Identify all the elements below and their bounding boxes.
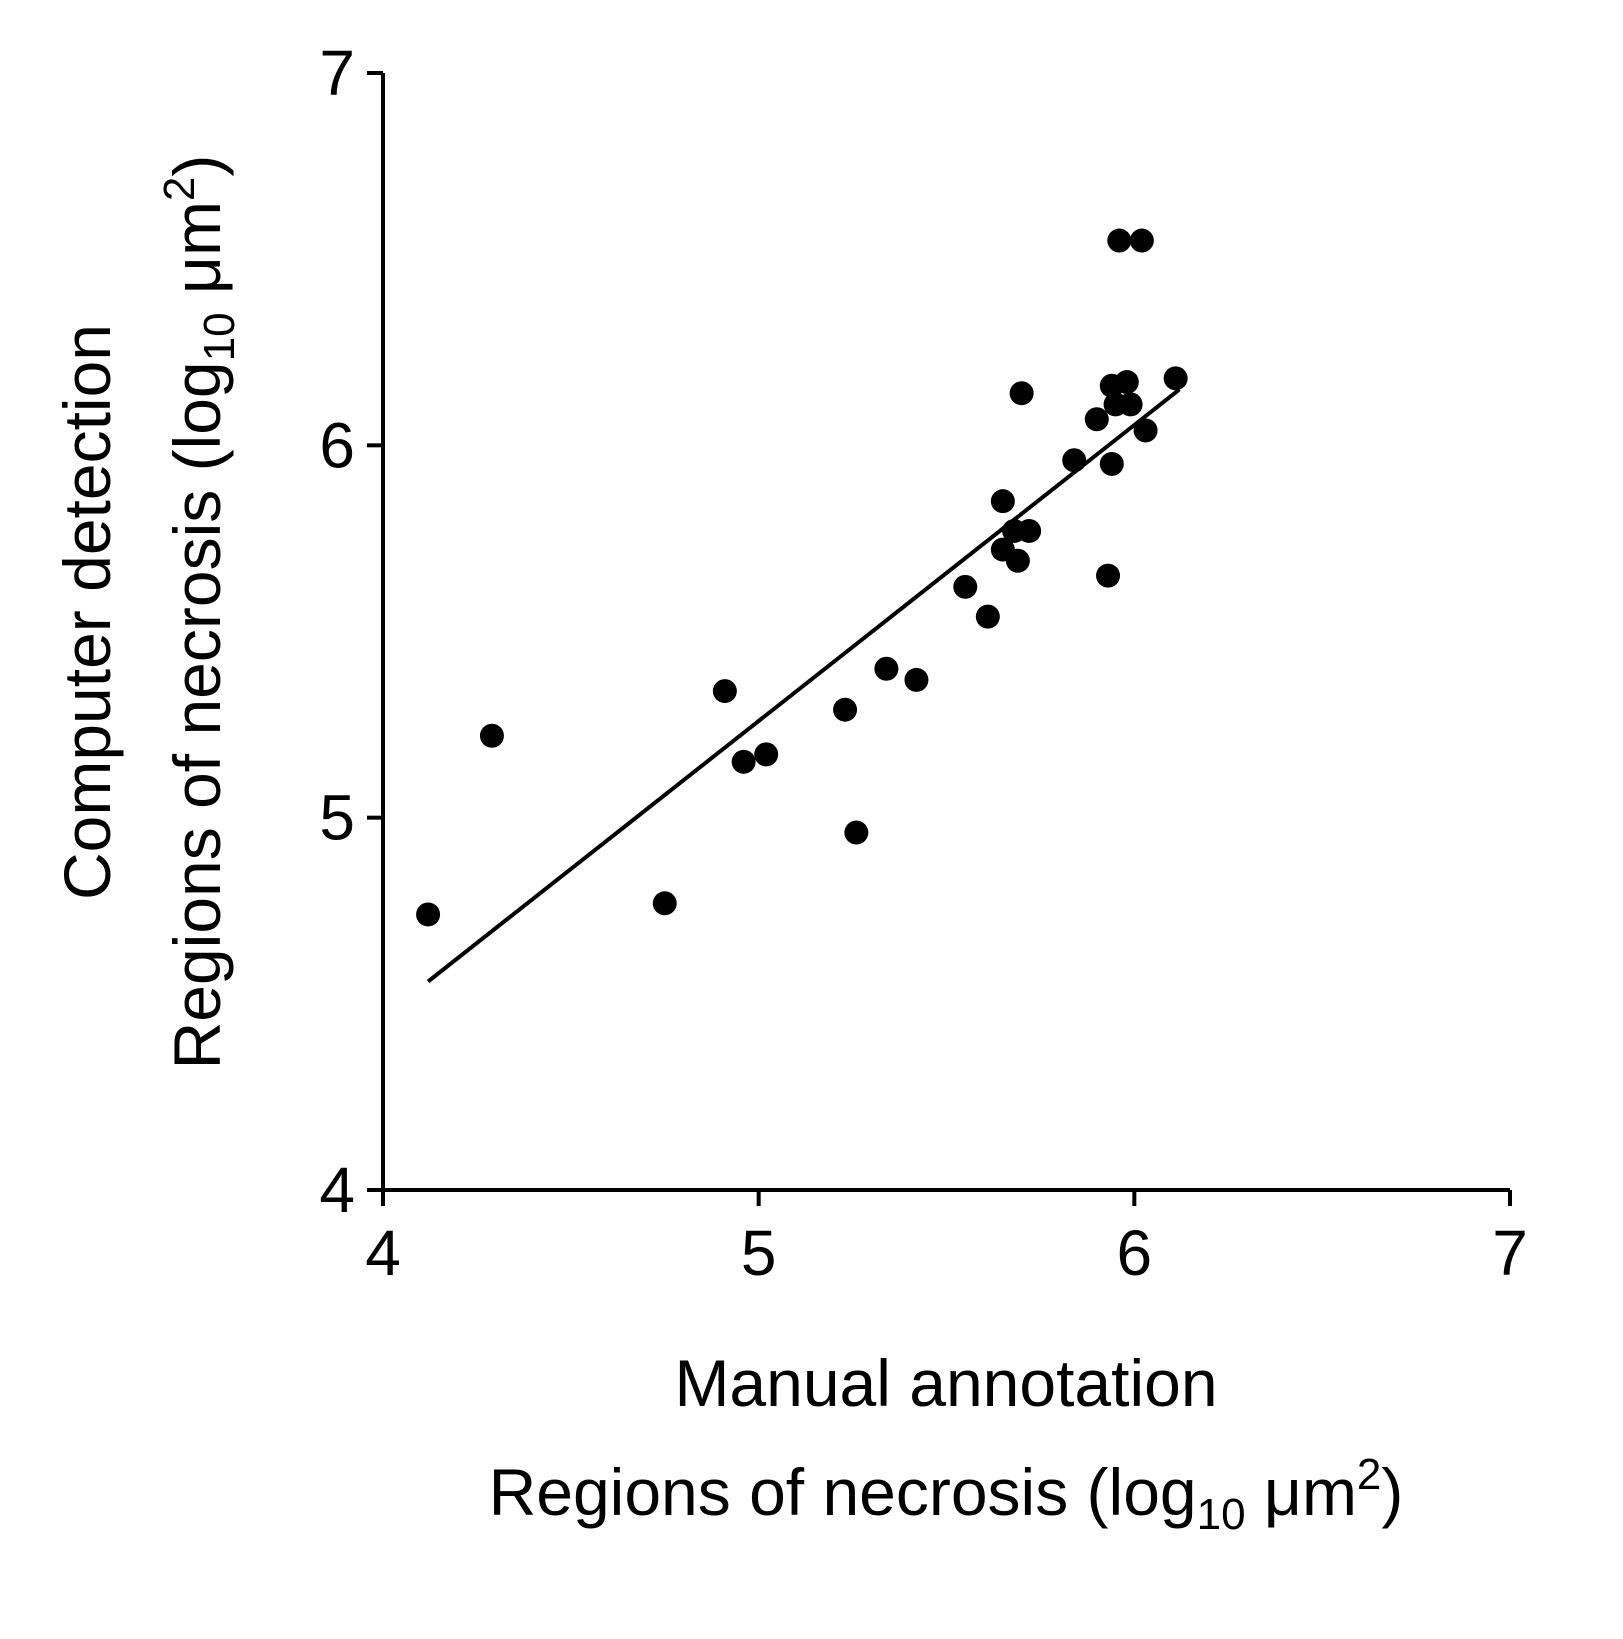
data-point-0-17 — [1017, 518, 1042, 543]
data-point-0-9 — [904, 667, 929, 692]
x-tick-label-1: 5 — [741, 1217, 777, 1289]
x-axis-title-line2-suffix: ) — [1381, 1455, 1403, 1529]
x-axis-title-line2-unit: μm — [1246, 1455, 1357, 1529]
x-axis-title-line1: Manual annotation — [674, 1346, 1217, 1420]
data-point-0-3 — [712, 679, 737, 704]
x-tick-label-0: 4 — [365, 1217, 401, 1289]
y-axis-title-line2: Regions of necrosis (log10 μm2) — [155, 155, 244, 1070]
y-axis-title-line1: Computer detection — [50, 324, 124, 900]
data-point-0-21 — [1099, 451, 1124, 476]
y-tick-label-1: 5 — [319, 782, 355, 854]
data-point-0-24 — [1107, 228, 1132, 253]
data-point-0-20 — [1096, 563, 1121, 588]
x-axis-title-line2: Regions of necrosis (log10 μm2) — [489, 1450, 1404, 1539]
data-point-0-8 — [874, 656, 899, 681]
data-point-0-18 — [1062, 448, 1087, 473]
data-point-0-27 — [1129, 228, 1154, 253]
data-point-0-4 — [731, 749, 756, 774]
data-point-0-28 — [1133, 418, 1158, 443]
data-point-0-16 — [1009, 381, 1034, 406]
data-point-0-2 — [652, 891, 677, 916]
x-axis-title-line2-sub: 10 — [1197, 1490, 1246, 1539]
data-point-0-12 — [990, 489, 1015, 514]
x-tick-label-3: 7 — [1492, 1217, 1528, 1289]
data-points — [416, 228, 1188, 927]
x-tick-label-2: 6 — [1117, 1217, 1153, 1289]
data-point-0-5 — [754, 742, 779, 767]
axes — [381, 73, 1510, 1192]
tick-labels: 4 5 6 7 4 5 6 7 — [319, 37, 1527, 1289]
data-point-0-7 — [844, 820, 869, 845]
x-axis-title-line2-prefix: Regions of necrosis (log — [489, 1455, 1197, 1529]
y-axis-title: Computer detection — [50, 324, 124, 900]
data-point-0-19 — [1084, 407, 1109, 432]
data-point-0-29 — [1163, 366, 1188, 391]
regression-line-group — [426, 387, 1181, 984]
y-tick-label-2: 6 — [319, 409, 355, 481]
data-point-0-11 — [975, 604, 1000, 629]
y-axis-title-line2-sub: 10 — [195, 312, 244, 361]
y-axis-title-line2-prefix: Regions of necrosis (log — [160, 361, 234, 1069]
y-axis-title-2: Regions of necrosis (log10 μm2) — [155, 155, 244, 1070]
data-point-0-10 — [953, 574, 978, 599]
data-point-0-0 — [416, 902, 441, 927]
y-axis-title-line2-unit: μm — [160, 201, 234, 312]
data-point-0-1 — [479, 723, 504, 748]
data-point-0-25 — [1114, 370, 1139, 395]
data-point-0-6 — [833, 697, 858, 722]
y-axis-title-line2-suffix: ) — [160, 155, 234, 177]
x-axis-title-line2-sup: 2 — [1357, 1450, 1381, 1499]
y-tick-label-0: 4 — [319, 1154, 355, 1226]
y-tick-label-3: 7 — [319, 37, 355, 109]
data-point-0-26 — [1118, 392, 1143, 417]
regression-line — [426, 387, 1181, 984]
y-axis-title-line2-sup: 2 — [155, 177, 204, 201]
ticks — [367, 71, 1512, 1206]
data-point-0-15 — [1005, 548, 1030, 573]
